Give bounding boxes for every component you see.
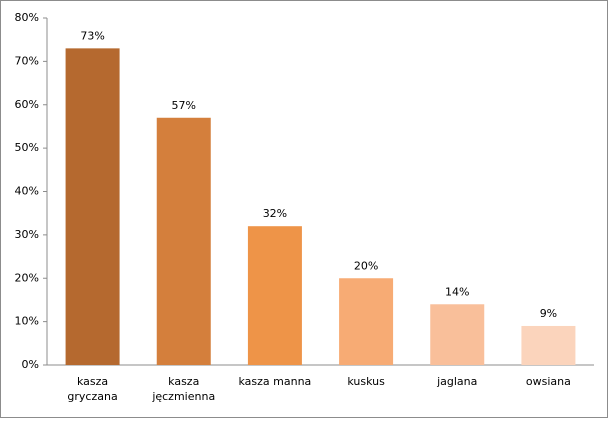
value-label: 9%	[540, 307, 557, 320]
y-tick-label: 10%	[15, 315, 39, 328]
y-tick-label: 30%	[15, 228, 39, 241]
y-tick-label: 80%	[15, 11, 39, 24]
bar	[521, 325, 576, 365]
x-tick-label: kasza manna	[239, 375, 312, 388]
x-tick-label: owsiana	[526, 375, 571, 388]
bar	[247, 226, 302, 365]
x-tick-label: kasza gryczana	[67, 375, 117, 403]
x-tick-label: jaglana	[436, 375, 477, 388]
x-tick-label: kasza jęczmienna	[151, 375, 215, 403]
value-label: 20%	[354, 259, 378, 272]
value-label: 73%	[80, 29, 104, 42]
bar	[156, 117, 211, 365]
x-tick-label: kuskus	[347, 375, 385, 388]
value-label: 14%	[445, 285, 469, 298]
value-label: 57%	[172, 99, 196, 112]
y-tick-label: 70%	[15, 54, 39, 67]
y-tick-label: 20%	[15, 271, 39, 284]
y-tick-label: 60%	[15, 98, 39, 111]
y-tick-label: 0%	[22, 358, 39, 371]
bar	[65, 48, 120, 366]
y-tick-label: 50%	[15, 141, 39, 154]
y-tick-label: 40%	[15, 185, 39, 198]
bar	[430, 304, 485, 365]
value-label: 32%	[263, 207, 287, 220]
bar	[339, 278, 394, 365]
